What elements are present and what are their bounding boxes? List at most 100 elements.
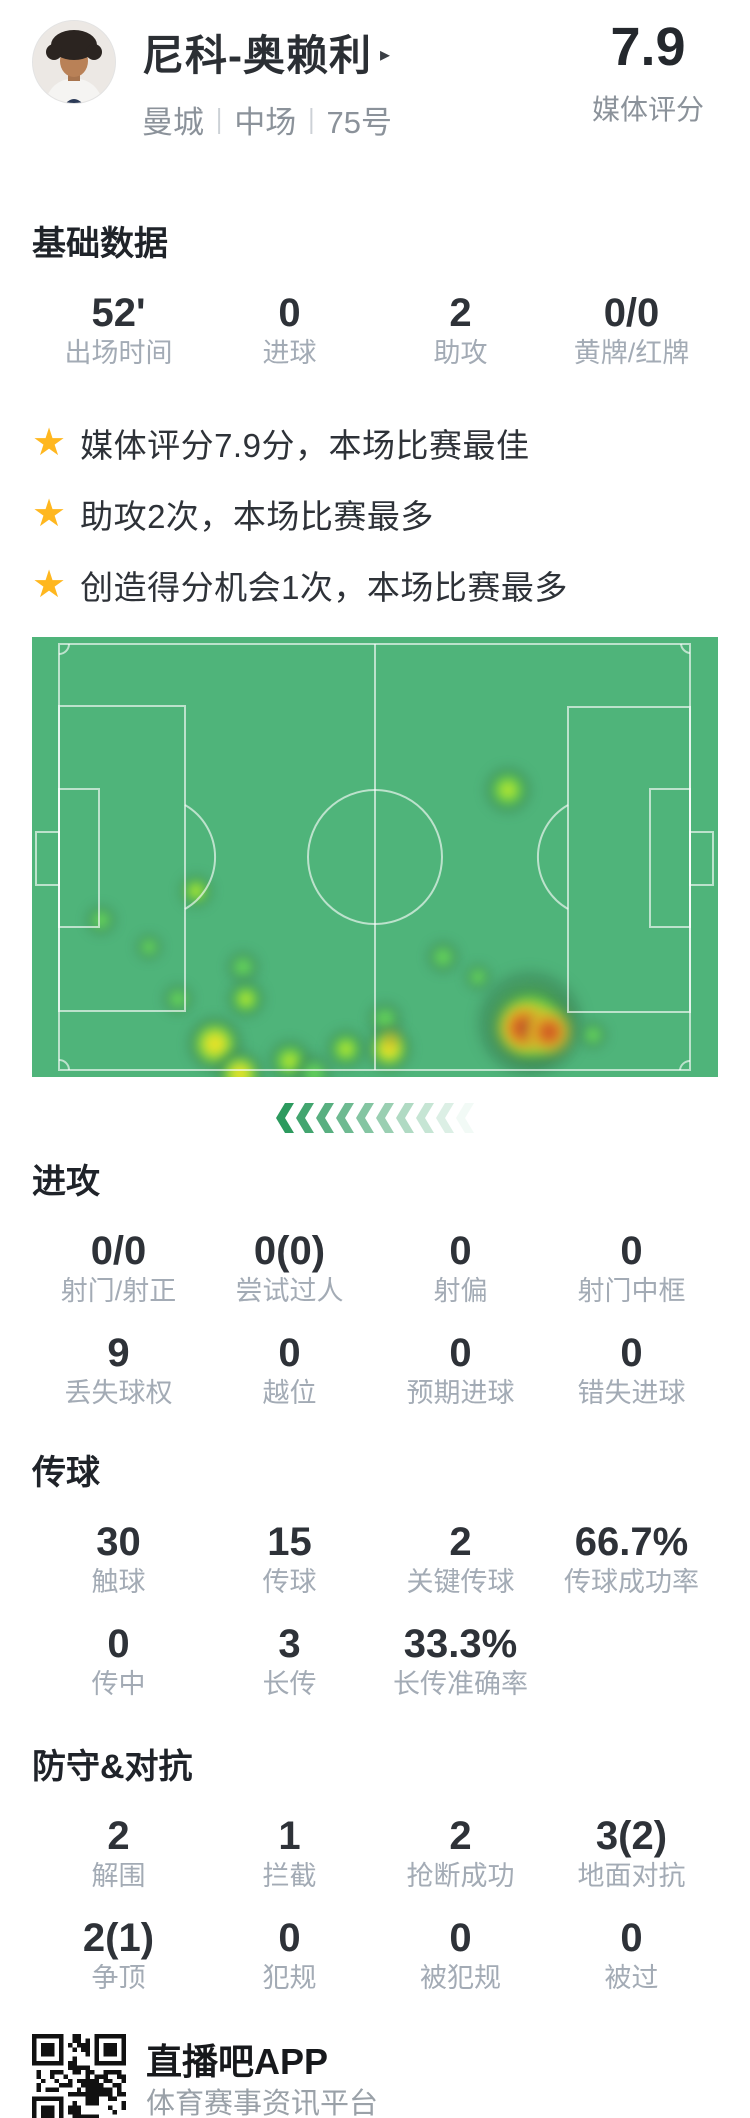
media-rating: 7.9 媒体评分: [592, 20, 718, 128]
heat-blob: [577, 1019, 609, 1051]
stat-value: 2: [449, 1814, 472, 1858]
stat-value: 66.7%: [574, 1520, 689, 1564]
app-tagline: 体育赛事资讯平台: [146, 2087, 379, 2118]
stat-cell: 0 传中: [33, 1624, 204, 1698]
stat-label: 争顶: [91, 1963, 146, 1993]
stat-label: 越位: [262, 1378, 317, 1408]
stat-row: 2(1) 争顶 0 犯规 0 被犯规 0 被过: [0, 1918, 750, 1992]
player-avatar: [32, 20, 116, 104]
star-icon: ★: [32, 493, 67, 535]
footer-text: 直播吧APP 体育赛事资讯平台: [146, 2043, 379, 2118]
stat-label: 触球: [91, 1567, 146, 1597]
stat-row: 2 解围 1 拦截 2 抢断成功 3(2) 地面对抗: [0, 1816, 750, 1890]
stat-label: 拦截: [262, 1861, 317, 1891]
stat-label: 地面对抗: [577, 1861, 686, 1891]
heat-blob: [482, 764, 534, 816]
stat-cell: 66.7% 传球成功率: [546, 1522, 717, 1596]
stat-label: 传球: [262, 1567, 317, 1597]
stat-value: 15: [267, 1520, 312, 1564]
stat-label: 射门/射正: [60, 1276, 177, 1306]
stat-value: 2: [107, 1814, 130, 1858]
chevron-right-icon: ▸: [380, 44, 391, 66]
highlights-list: ★ 媒体评分7.9分，本场比赛最佳 ★ 助攻2次，本场比赛最多 ★ 创造得分机会1次，本场…: [32, 424, 718, 606]
separator: |: [308, 103, 315, 135]
heatmap-pitch: [32, 637, 718, 1077]
stat-cell: 0 预期进球: [375, 1333, 546, 1407]
pitch-lines: [35, 643, 714, 1071]
stat-cell: 33.3% 长传准确率: [375, 1624, 546, 1698]
stat-cell: 0 射门中框: [546, 1231, 717, 1305]
stat-value: 0: [278, 291, 301, 335]
stat-value: 0: [278, 1331, 301, 1375]
player-info: 尼科-奥赖利 ▸ 曼城 | 中场 | 75号: [142, 20, 592, 142]
stat-label: 出场时间: [64, 338, 173, 368]
stat-label: 射门中框: [577, 1276, 686, 1306]
stat-value: 52': [91, 291, 146, 335]
stat-label: 被过: [604, 1963, 659, 1993]
highlight-text: 媒体评分7.9分，本场比赛最佳: [80, 427, 530, 464]
stat-cell: 9 丢失球权: [33, 1333, 204, 1407]
section-attack-stats: 0/0 射门/射正 0(0) 尝试过人 0 射偏 0 射门中框 9 丢失球权 0 越位 0 预期进球 0 错失…: [0, 1231, 750, 1407]
heat-blob: [425, 939, 461, 975]
team-name: 曼城: [142, 105, 204, 140]
heat-blob: [177, 872, 215, 910]
player-name-row[interactable]: 尼科-奥赖利 ▸: [142, 22, 592, 83]
section-defense-stats: 2 解围 1 拦截 2 抢断成功 3(2) 地面对抗 2(1) 争顶 0 犯规 0 被犯规 0 被过: [0, 1816, 750, 1992]
avatar-illustration: [33, 21, 115, 103]
stat-value: 0: [278, 1916, 301, 1960]
separator: |: [216, 103, 223, 135]
stat-label: 尝试过人: [235, 1276, 344, 1306]
stat-cell: 2 解围: [33, 1816, 204, 1890]
stat-cell: 0/0 黄牌/红牌: [546, 293, 717, 367]
stat-value: 0: [449, 1331, 472, 1375]
stat-cell: 3 长传: [204, 1624, 375, 1698]
player-meta: 曼城 | 中场 | 75号: [142, 97, 592, 142]
stat-label: 关键传球: [406, 1567, 515, 1597]
stat-value: 33.3%: [403, 1622, 518, 1666]
section-basic-stats: 52' 出场时间 0 进球 2 助攻 0/0 黄牌/红牌: [0, 293, 750, 367]
stat-cell: 3(2) 地面对抗: [546, 1816, 717, 1890]
stat-value: 0: [620, 1331, 643, 1375]
stat-value: 1: [278, 1814, 301, 1858]
stat-label: 抢断成功: [406, 1861, 515, 1891]
stat-cell: 2(1) 争顶: [33, 1918, 204, 1992]
section-title-basic: 基础数据: [32, 225, 168, 263]
stat-value: 3(2): [595, 1814, 668, 1858]
stat-value: 0: [620, 1229, 643, 1273]
stat-cell: 2 关键传球: [375, 1522, 546, 1596]
stat-value: 2: [449, 291, 472, 335]
qr-code: [32, 2034, 126, 2118]
position: 中场: [234, 105, 297, 140]
stat-label: 长传: [262, 1669, 317, 1699]
stat-value: 0: [449, 1229, 472, 1273]
stat-label: 黄牌/红牌: [573, 338, 690, 368]
star-icon: ★: [32, 564, 67, 606]
stat-cell: 0 被过: [546, 1918, 717, 1992]
section-title-passing: 传球: [32, 1454, 100, 1492]
stat-value: 0: [620, 1916, 643, 1960]
stat-cell: 0 射偏: [375, 1231, 546, 1305]
stat-label: 传球成功率: [564, 1567, 699, 1597]
stat-value: 0: [449, 1916, 472, 1960]
stat-label: 进球: [262, 338, 317, 368]
heat-blob: [384, 1032, 398, 1046]
stat-label: 传中: [91, 1669, 146, 1699]
stat-value: 9: [107, 1331, 130, 1375]
footer: 直播吧APP 体育赛事资讯平台: [32, 2034, 718, 2118]
stat-cell: 0 越位: [204, 1333, 375, 1407]
stat-cell: 15 传球: [204, 1522, 375, 1596]
stat-label: 长传准确率: [393, 1669, 528, 1699]
stat-cell: 0 犯规: [204, 1918, 375, 1992]
stat-value: 0(0): [253, 1229, 326, 1273]
highlight-text: 创造得分机会1次，本场比赛最多: [80, 569, 568, 606]
heat-blob: [84, 903, 118, 937]
stat-label: 犯规: [262, 1963, 317, 1993]
stat-label: 解围: [91, 1861, 146, 1891]
stat-value: 2(1): [82, 1916, 155, 1960]
stat-cell: 52' 出场时间: [33, 293, 204, 367]
heat-blob: [324, 1027, 368, 1071]
stat-row: 52' 出场时间 0 进球 2 助攻 0/0 黄牌/红牌: [0, 293, 750, 367]
highlight-row: ★ 创造得分机会1次，本场比赛最多: [32, 564, 718, 606]
section-title-attack: 进攻: [32, 1163, 100, 1201]
stat-cell: 0 错失进球: [546, 1333, 717, 1407]
